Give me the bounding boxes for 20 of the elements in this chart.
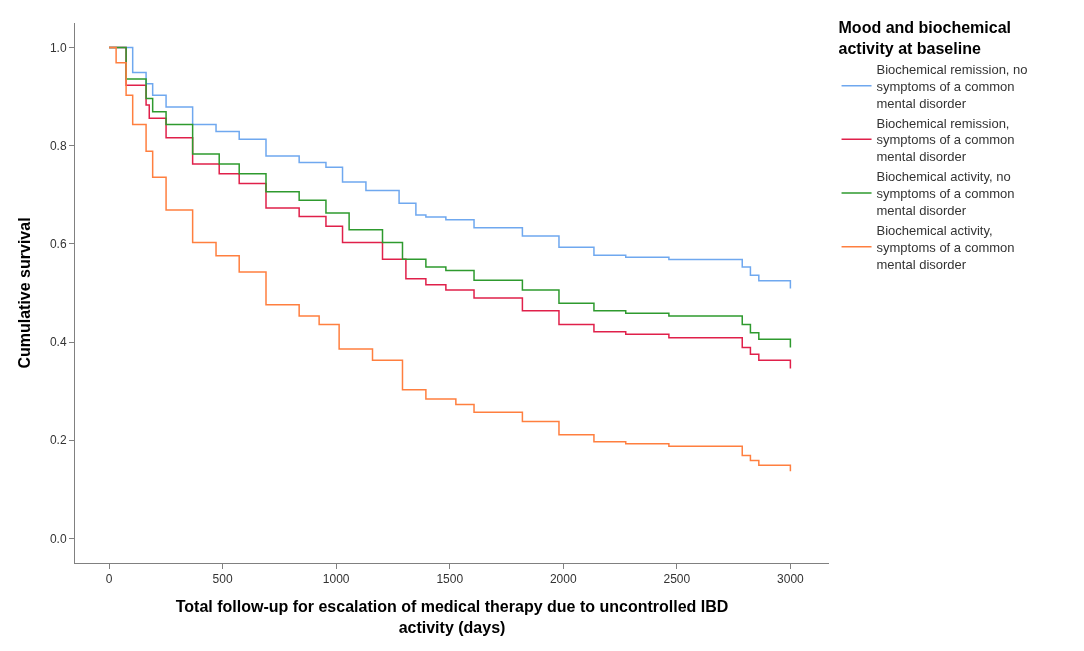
x-tick-label: 0 xyxy=(105,572,113,587)
legend-label: Biochemical activity, no symptoms of a common mental disorder xyxy=(876,169,1015,219)
legend-title: Mood and biochemical activity at baseline xyxy=(838,19,1012,57)
y-tick-label: 0.2 xyxy=(49,433,67,448)
y-tick-label: 1.0 xyxy=(49,40,67,55)
x-axis-title: Total follow-up for escalation of medical therapy due to uncontrolled IBD activity (days) xyxy=(175,598,729,636)
x-tick-label: 2000 xyxy=(549,572,577,587)
y-axis-title: Cumulative survival xyxy=(15,217,33,369)
y-tick-label: 0.8 xyxy=(49,138,67,153)
x-tick-label: 1000 xyxy=(322,572,350,587)
legend-label: Biochemical remission, symptoms of a common mental disorder xyxy=(876,115,1015,165)
x-tick-label: 1500 xyxy=(436,572,464,587)
y-tick-label: 0.6 xyxy=(49,237,67,252)
legend-label: Biochemical activity, symptoms of a common mental disorder xyxy=(876,222,1015,272)
x-tick-label: 500 xyxy=(212,572,233,587)
legend-label: Biochemical remission, no symptoms of a common mental disorder xyxy=(876,61,1028,111)
y-tick-label: 0.4 xyxy=(49,335,67,350)
x-tick-label: 2500 xyxy=(663,572,691,587)
x-tick-label: 3000 xyxy=(777,572,805,587)
y-tick-label: 0.0 xyxy=(49,531,67,546)
